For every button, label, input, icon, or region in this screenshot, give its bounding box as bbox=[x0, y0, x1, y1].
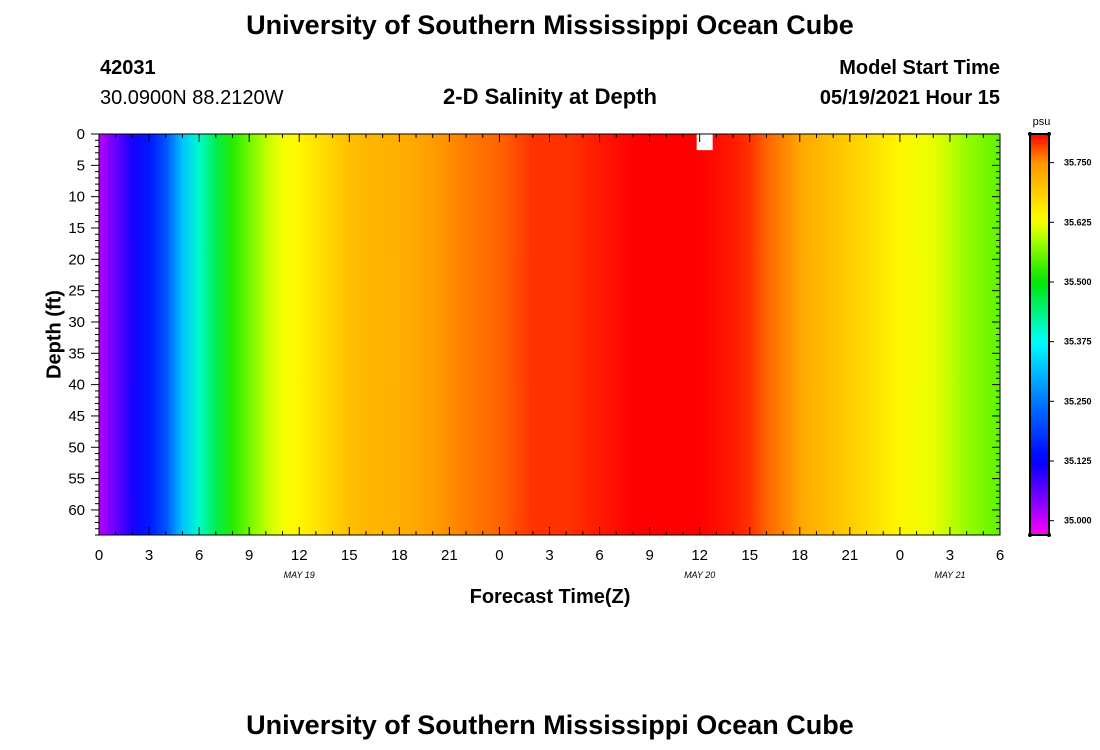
x-tick-label: 18 bbox=[791, 547, 808, 564]
colorbar: 35.000 35.125 35.250 35.375 35.500 35.625 35.7… bbox=[1028, 116, 1092, 537]
x-axis-label: Forecast Time(Z) bbox=[469, 586, 631, 608]
x-tick-label: 0 bbox=[495, 547, 503, 564]
x-tick-label: 15 bbox=[741, 547, 758, 564]
colorbar-tick-label: 35.750 bbox=[1064, 158, 1092, 168]
y-tick-label: 45 bbox=[68, 408, 85, 425]
x-tick-label: 0 bbox=[896, 547, 904, 564]
model-start-label: Model Start Time bbox=[839, 57, 1000, 79]
x-tick-label: 6 bbox=[996, 547, 1004, 564]
footer-title: University of Southern Mississippi Ocean… bbox=[246, 710, 854, 740]
x-tick-label: 21 bbox=[841, 547, 858, 564]
x-date-label: MAY 19 bbox=[284, 570, 315, 580]
station-id: 42031 bbox=[100, 57, 156, 79]
x-tick-label: 3 bbox=[545, 547, 553, 564]
y-tick-label: 35 bbox=[68, 345, 85, 362]
y-tick-label: 20 bbox=[68, 251, 85, 268]
y-tick-label: 60 bbox=[68, 502, 85, 519]
x-date-label: MAY 20 bbox=[684, 570, 715, 580]
y-tick-label: 55 bbox=[68, 471, 85, 488]
x-tick-label: 21 bbox=[441, 547, 458, 564]
x-tick-label: 9 bbox=[645, 547, 653, 564]
y-tick-label: 25 bbox=[68, 283, 85, 300]
x-tick-label: 9 bbox=[245, 547, 253, 564]
colorbar-tick-label: 35.500 bbox=[1064, 277, 1092, 287]
y-tick-label: 40 bbox=[68, 377, 85, 394]
y-tick-label: 50 bbox=[68, 439, 85, 456]
colorbar-scale bbox=[1029, 133, 1050, 536]
x-tick-label: 6 bbox=[595, 547, 603, 564]
y-tick-label: 0 bbox=[77, 126, 85, 143]
colorbar-tick-label: 35.625 bbox=[1064, 217, 1092, 227]
x-tick-label: 6 bbox=[195, 547, 203, 564]
x-tick-label: 3 bbox=[145, 547, 153, 564]
colorbar-tick-label: 35.125 bbox=[1064, 456, 1092, 466]
plot-area bbox=[98, 133, 1001, 536]
x-tick-label: 15 bbox=[341, 547, 358, 564]
colorbar-tick-label: 35.250 bbox=[1064, 396, 1092, 406]
colorbar-corner-dot bbox=[1047, 132, 1051, 136]
y-tick-label: 10 bbox=[68, 189, 85, 206]
station-coordinates: 30.0900N 88.2120W bbox=[100, 87, 284, 109]
heatmap-field bbox=[99, 134, 1000, 535]
x-tick-label: 12 bbox=[291, 547, 308, 564]
page-title: University of Southern Mississippi Ocean… bbox=[246, 10, 854, 40]
x-tick-label: 3 bbox=[946, 547, 954, 564]
colorbar-corner-dot bbox=[1028, 533, 1032, 537]
y-tick-label: 15 bbox=[68, 220, 85, 237]
colorbar-tick-label: 35.000 bbox=[1064, 516, 1092, 526]
x-date-label: MAY 21 bbox=[934, 570, 965, 580]
x-axis: 0 3 6 9 12 15 18 21 0 3 6 9 12 15 18 21 0 3 6 MAY 19 MAY 20 M… bbox=[95, 134, 1004, 580]
x-tick-label: 0 bbox=[95, 547, 103, 564]
chart-subtitle: 2-D Salinity at Depth bbox=[443, 84, 657, 109]
x-tick-label: 18 bbox=[391, 547, 408, 564]
y-tick-label: 30 bbox=[68, 314, 85, 331]
colorbar-tick-label: 35.375 bbox=[1064, 337, 1092, 347]
x-tick-label: 12 bbox=[691, 547, 708, 564]
colorbar-unit-label: psu bbox=[1033, 116, 1051, 128]
position-marker bbox=[696, 134, 713, 151]
colorbar-corner-dot bbox=[1028, 132, 1032, 136]
y-axis: 0 5 10 15 20 25 30 35 40 45 50 55 60 bbox=[68, 126, 1000, 536]
model-start-value: 05/19/2021 Hour 15 bbox=[819, 87, 1000, 109]
colorbar-corner-dot bbox=[1047, 533, 1051, 537]
y-tick-label: 5 bbox=[77, 157, 85, 174]
